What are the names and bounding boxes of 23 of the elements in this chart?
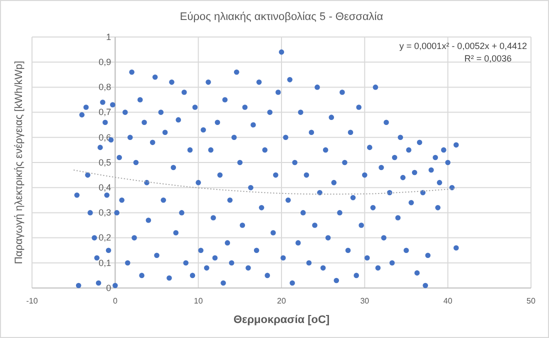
x-tick-label: 30 (360, 296, 370, 306)
y-tick-label: 0,4 (98, 182, 112, 192)
x-axis-title: Θερμοκρασία [oC] (233, 314, 330, 326)
y-tick-label: 0,5 (98, 157, 112, 168)
x-tick-label: -10 (26, 296, 38, 306)
x-tick-label: 20 (277, 296, 286, 306)
line-series (73, 170, 457, 195)
x-tick-label: 0 (112, 296, 118, 306)
annotation: y = 0,0001x² - 0,0052x + 0,4412 (399, 41, 527, 51)
chart-title: Εύρος ηλιακής ακτινοβολίας 5 - Θεσσαλία (180, 11, 384, 23)
y-tick-label: 0,2 (98, 232, 112, 243)
y-axis-title: Παραγωγή ηλεκτρικής ενέργειας [kWh/kWp] (13, 60, 25, 264)
y-tick-label: 0,3 (98, 208, 112, 218)
y-tick-label: 0,8 (98, 82, 112, 92)
y-tick-label: 1 (106, 32, 112, 42)
y-tick-label: 0,9 (98, 56, 112, 67)
x-tick-label: 40 (443, 296, 453, 306)
y-tick-label: 0 (106, 282, 112, 293)
y-tick-label: 0,7 (98, 107, 112, 118)
x-tick-label: 10 (194, 296, 204, 306)
y-tick-label: 0,1 (98, 258, 112, 268)
annotation: R² = 0,0036 (464, 54, 512, 64)
x-tick-label: 50 (526, 296, 536, 306)
